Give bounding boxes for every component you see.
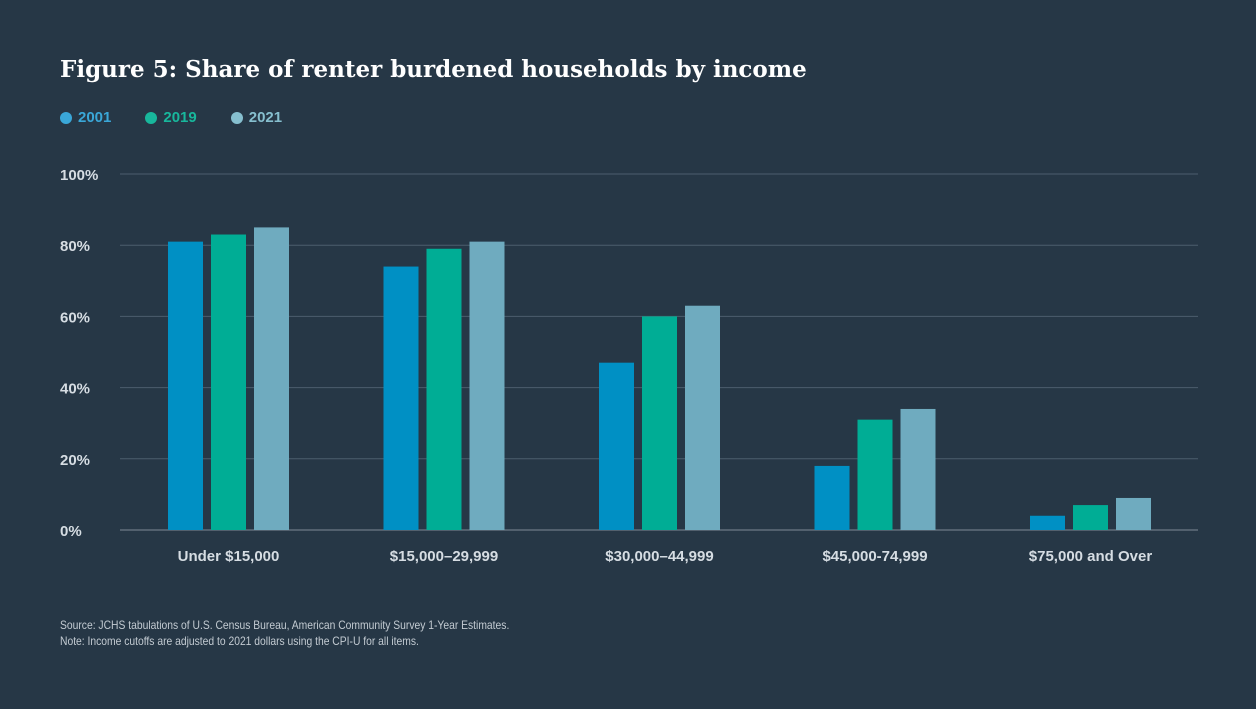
y-tick-label: 0% [60,523,82,540]
y-tick-label: 20% [60,452,90,469]
legend-dot-icon [60,111,72,124]
bar [426,248,462,530]
chart-title: Figure 5: Share of renter burdened house… [60,56,807,83]
legend-item-2021: 2021 [230,109,283,126]
bar [168,241,203,530]
x-tick-label: $75,000 and Over [1029,548,1153,565]
y-tick-label: 100% [60,167,98,184]
bar [857,419,893,530]
x-tick-label: $45,000-74,999 [822,548,927,565]
legend-item-2001: 2001 [60,109,111,126]
bar [814,465,850,530]
x-tick-label: Under $15,000 [178,548,280,565]
footnotes: Source: JCHS tabulations of U.S. Census … [60,617,509,649]
bar [642,316,677,530]
legend-label: 2019 [163,109,197,126]
x-tick-label: $30,000–44,999 [605,548,713,565]
bar [1073,505,1108,530]
y-tick-label: 80% [60,238,90,255]
bar [211,234,246,530]
legend-dot-icon [145,111,158,124]
bar [254,227,289,530]
source-note: Source: JCHS tabulations of U.S. Census … [60,618,510,632]
y-tick-label: 60% [60,309,90,326]
bar [1116,497,1151,530]
legend-item-2019: 2019 [145,109,197,126]
legend: 2001 2019 2021 [60,109,282,126]
x-tick-label: $15,000–29,999 [390,548,498,565]
bar [1030,515,1065,530]
legend-label: 2021 [248,109,283,126]
y-tick-label: 40% [60,381,90,398]
bar [685,305,720,530]
bar [469,241,505,530]
legend-label: 2001 [78,109,112,126]
bar [383,266,419,530]
bar [900,408,936,530]
income-note: Note: Income cutoffs are adjusted to 202… [60,634,419,648]
legend-dot-icon [230,111,243,124]
bar [599,362,634,530]
